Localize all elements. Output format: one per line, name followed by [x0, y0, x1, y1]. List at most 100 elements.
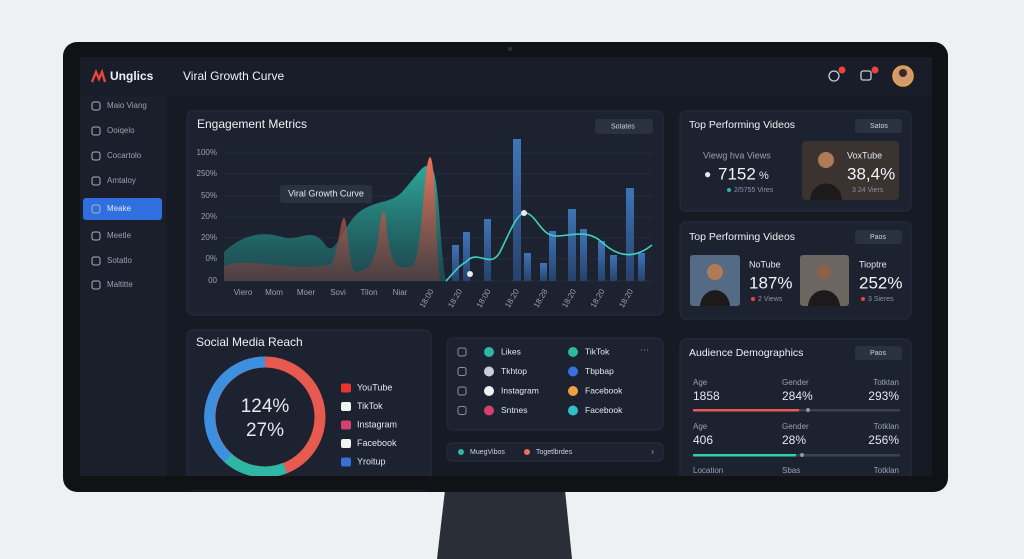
badge: [871, 66, 879, 74]
legend-label: YouTube: [357, 382, 392, 392]
legend: YouTube TikTok Instagram Facebook Yroitup: [341, 382, 397, 467]
dot: [484, 405, 494, 416]
demo-label: Totklan: [874, 422, 899, 431]
sidebar-icon: [91, 204, 101, 214]
social-reach-panel: [186, 329, 432, 491]
filter-dropdown[interactable]: [855, 119, 902, 133]
demo-value: 28%: [782, 433, 806, 447]
sidebar-item[interactable]: Meetle: [107, 231, 132, 240]
row-label: Tbpbap: [585, 366, 614, 376]
video-thumbnail[interactable]: [690, 255, 740, 306]
dot: [484, 366, 494, 377]
filter-label: Satos: [870, 123, 888, 130]
demo-label: Age: [693, 422, 708, 431]
sidebar-item[interactable]: Maltitte: [107, 280, 133, 289]
progress-bar: [693, 409, 799, 412]
sidebar-icon: [91, 256, 101, 266]
x-axis-label: Viero: [234, 288, 253, 297]
footer-label: MuegVibos: [470, 449, 505, 456]
y-axis-label: 00: [208, 276, 217, 285]
dot: [727, 188, 731, 192]
y-axis-label: 0%: [205, 254, 217, 263]
more-menu[interactable]: ···: [640, 344, 649, 354]
filter-dropdown[interactable]: [595, 119, 653, 134]
demographics-rows: Age Gender Totktan 1858 284% 293% Age Gender Tot…: [693, 378, 899, 475]
panel-title: Social Media Reach: [196, 335, 303, 349]
video-value: 38,4%: [847, 164, 895, 183]
thumb-face: [707, 264, 723, 280]
y-axis-label: 100%: [197, 148, 217, 157]
dot: [568, 347, 578, 357]
avatar-hair: [899, 69, 907, 77]
sidebar-item[interactable]: Ooiqelo: [107, 126, 135, 135]
video-value: 187%: [749, 273, 792, 292]
notification-icon[interactable]: [828, 70, 840, 82]
filter-dropdown[interactable]: [855, 230, 902, 244]
badge: [838, 66, 846, 74]
demo-label: Gender: [782, 378, 809, 387]
sidebar-item[interactable]: Cocartolo: [107, 151, 142, 160]
donut-segment: [204, 356, 266, 463]
legend-label: Facebook: [357, 438, 397, 448]
sidebar-icon: [91, 176, 101, 186]
thumb-body: [808, 290, 840, 306]
row-label: Likes: [501, 346, 521, 356]
breakdown-footer: [446, 442, 664, 462]
dot: [861, 297, 865, 301]
progress-bar: [693, 454, 796, 457]
sidebar-item[interactable]: Sotatlo: [107, 256, 132, 265]
tooltip: [280, 185, 372, 203]
demo-value: 256%: [868, 433, 899, 447]
bar-dot: [800, 453, 804, 457]
filter-dropdown[interactable]: [855, 346, 902, 360]
message-icon[interactable]: [860, 70, 872, 81]
row-label: Facebook: [585, 405, 623, 415]
dot: [484, 347, 494, 357]
bezel-bottom: [80, 476, 932, 490]
x-axis-label: Sovi: [330, 288, 346, 297]
x-axis-label: Tilon: [360, 288, 377, 297]
filter-label: Sotates: [611, 123, 635, 130]
y-axis-label: 50%: [201, 191, 217, 200]
filter-label: Paos: [870, 234, 886, 241]
video-value: 252%: [859, 273, 902, 292]
point: [521, 210, 527, 216]
legend-icon: [341, 383, 351, 393]
thumb-body: [810, 183, 842, 200]
demo-value: 1858: [693, 389, 720, 403]
y-axis-label: 20%: [201, 212, 217, 221]
sidebar-items: Maio Viang Ooiqelo Cocartolo Amtaloy Meake Me…: [91, 101, 147, 290]
sidebar-item[interactable]: Maio Viang: [107, 101, 147, 110]
donut-segment: [224, 453, 288, 478]
breakdown-rows: Likes TikTok Tkhtop Tbpbap Instagram Facebook…: [457, 346, 623, 416]
dot: [568, 386, 578, 396]
x-axis-label: Moer: [297, 288, 316, 297]
chevron[interactable]: ›: [651, 446, 654, 456]
video-stats: NoTube 187% 2 Views Tioptre 252% 3 Sieres: [749, 259, 902, 302]
filter-label: Paos: [870, 350, 886, 357]
stat-label: Viewg hva Views: [703, 150, 771, 160]
sidebar-icon: [91, 231, 101, 241]
sidebar-icon: [91, 280, 101, 290]
demo-label: Totklan: [874, 466, 899, 475]
demo-label: Gender: [782, 422, 809, 431]
row-label: TikTok: [585, 346, 610, 356]
video-label: Tioptre: [859, 259, 887, 269]
stat-unit: %: [759, 170, 769, 182]
video-thumbnail[interactable]: [800, 255, 849, 306]
legend-label: Instagram: [357, 419, 397, 429]
x-axis-label: Mom: [265, 288, 283, 297]
panel-title: Engagement Metrics: [197, 117, 307, 131]
y-axis-label: 250%: [197, 169, 217, 178]
demo-label: Totktan: [873, 378, 899, 387]
sidebar-item[interactable]: Amtaloy: [107, 176, 136, 185]
stat-icon: ●: [704, 167, 711, 181]
sidebar-icon: [91, 151, 101, 161]
thumb-body: [700, 290, 730, 306]
dot: [524, 449, 530, 455]
bar-track: [693, 454, 900, 457]
breakdown-panel: [446, 337, 664, 431]
sidebar-item[interactable]: Meake: [107, 204, 132, 213]
video-label: NoTube: [749, 259, 781, 269]
